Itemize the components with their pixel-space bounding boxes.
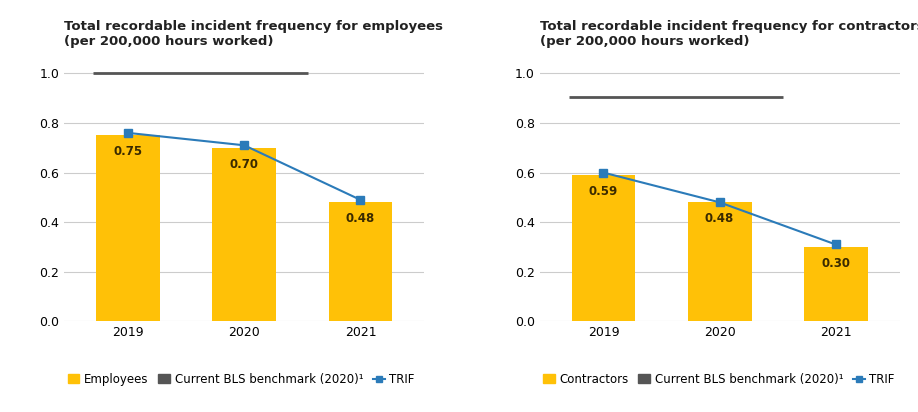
Text: 0.30: 0.30 [822, 257, 850, 270]
Text: Total recordable incident frequency for employees
(per 200,000 hours worked): Total recordable incident frequency for … [64, 20, 443, 48]
Bar [96, 136, 160, 321]
Bar [329, 202, 392, 321]
Legend: Contractors, Current BLS benchmark (2020)¹, TRIF: Contractors, Current BLS benchmark (2020… [538, 368, 900, 391]
Bar [804, 247, 868, 321]
Text: 0.70: 0.70 [230, 158, 259, 171]
Text: 0.48: 0.48 [705, 212, 734, 225]
Bar [688, 202, 752, 321]
Text: 0.59: 0.59 [588, 185, 618, 198]
Bar [572, 175, 635, 321]
Bar [212, 148, 276, 321]
Text: 0.75: 0.75 [114, 145, 142, 158]
Text: Total recordable incident frequency for contractors
(per 200,000 hours worked): Total recordable incident frequency for … [540, 20, 918, 48]
Legend: Employees, Current BLS benchmark (2020)¹, TRIF: Employees, Current BLS benchmark (2020)¹… [63, 368, 420, 391]
Text: 0.48: 0.48 [346, 212, 375, 225]
